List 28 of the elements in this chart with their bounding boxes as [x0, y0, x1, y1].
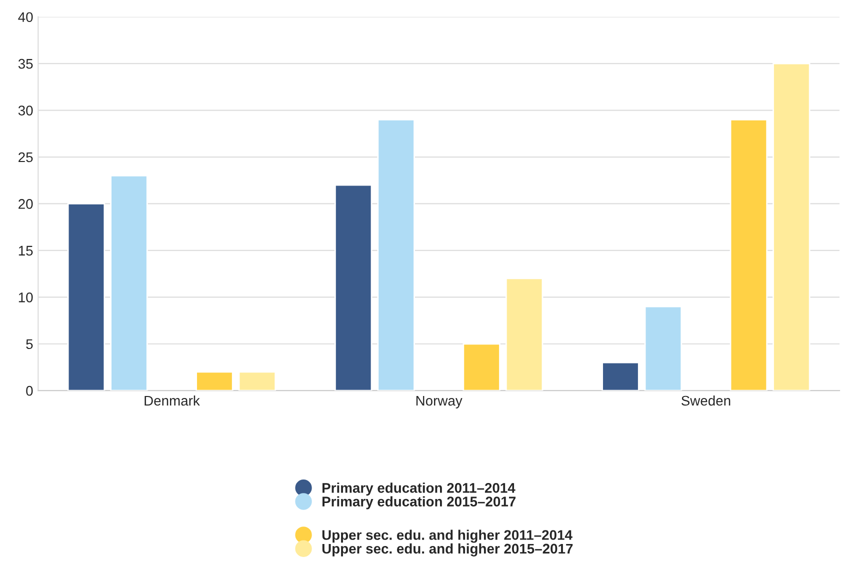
y-tick-label: 25	[18, 152, 33, 162]
legend-label: Upper sec. edu. and higher 2011–2014	[322, 530, 572, 543]
x-tick-label: Sweden	[681, 395, 730, 406]
x-tick-label: Norway	[416, 396, 462, 408]
bar	[462, 343, 500, 391]
y-tick-label: 0	[26, 386, 33, 396]
bar	[730, 118, 768, 391]
bar	[110, 175, 148, 391]
bar	[238, 371, 276, 391]
bar	[602, 362, 640, 391]
legend-label: Primary education 2011–2014	[322, 482, 516, 496]
x-tick-label: Denmark	[144, 395, 200, 406]
bar	[377, 118, 415, 391]
y-tick-label: 30	[18, 106, 33, 116]
y-tick-label: 10	[18, 292, 33, 302]
bar	[334, 184, 372, 391]
y-tick-label: 15	[18, 246, 33, 256]
bar	[772, 62, 810, 391]
bar	[644, 306, 682, 391]
y-tick-label: 5	[26, 339, 33, 350]
bar	[196, 371, 234, 391]
bar	[505, 278, 544, 391]
bar	[67, 203, 106, 391]
legend-label: Upper sec. edu. and higher 2015–2017	[322, 543, 573, 556]
legend-label: Primary education 2015–2017	[322, 496, 516, 510]
y-tick-label: 40	[18, 12, 33, 22]
y-tick-label: 35	[18, 58, 33, 69]
y-tick-label: 20	[18, 199, 33, 209]
